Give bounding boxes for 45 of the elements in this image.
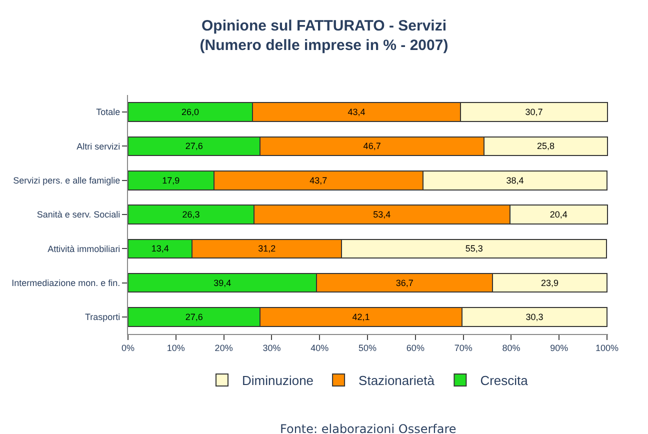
data-label: 36,7 [396,278,414,288]
y-tick-label: Totale [96,107,120,118]
chart-subtitle: (Numero delle imprese in % - 2007) [200,36,448,54]
data-label: 23,9 [541,278,559,288]
x-tick-label: 60% [406,342,424,353]
data-label: 27,6 [185,312,203,322]
data-label: 30,7 [525,107,543,118]
data-label: 43,4 [348,107,366,118]
data-label: 25,8 [536,141,554,152]
chart-title: Opinione sul FATTURATO - Servizi [201,17,447,34]
x-tick-label: 70% [454,342,472,353]
data-label: 46,7 [363,141,381,152]
y-tick-label: Trasporti [85,312,120,322]
x-tick-label: 0% [121,342,135,353]
y-tick-label: Sanità e serv. Sociali [36,210,120,220]
x-tick-label: 20% [214,342,233,353]
data-label: 17,9 [162,175,180,186]
data-label: 55,3 [465,244,483,254]
data-label: 26,0 [182,107,200,118]
x-tick-label: 10% [166,342,185,353]
x-tick-label: 80% [502,342,520,353]
legend-label: Stazionarietà [358,373,436,388]
data-label: 27,6 [185,141,203,152]
x-tick-label: 100% [596,342,619,353]
y-tick-label: Servizi pers. e alle famiglie [13,176,120,186]
y-tick-label: Altri servizi [76,141,120,152]
legend-label: Diminuzione [242,373,314,388]
x-tick-label: 40% [310,342,329,353]
data-label: 43,7 [310,175,328,186]
source-note: Fonte: elaborazioni Osserfare [280,422,456,434]
data-label: 13,4 [151,244,169,254]
y-tick-label: Attività immobiliari [48,244,120,254]
data-label: 31,2 [258,244,276,254]
data-label: 30,3 [526,312,544,322]
data-label: 39,4 [214,278,232,288]
data-label: 53,4 [373,210,391,220]
data-label: 38,4 [506,175,524,186]
data-label: 20,4 [550,210,568,220]
x-tick-label: 50% [358,342,377,353]
data-label: 26,3 [182,210,200,220]
data-label: 42,1 [352,312,370,322]
x-tick-label: 30% [262,342,281,353]
x-tick-label: 90% [550,342,568,353]
y-tick-label: Intermediazione mon. e fin. [12,278,120,288]
legend-label: Crescita [480,373,529,388]
